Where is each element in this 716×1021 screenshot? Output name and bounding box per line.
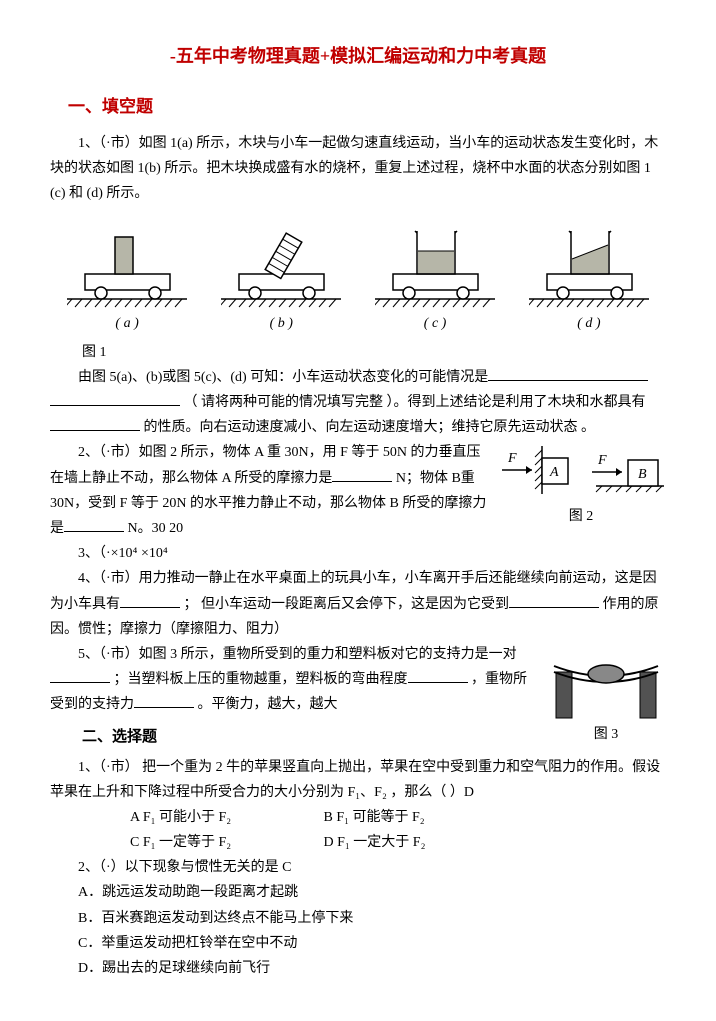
blank [408,668,468,683]
q4-stem: 4、（·市）用力推动一静止在水平桌面上的玩具小车，小车离开手后还能继续向前运动，… [50,566,666,642]
fig1d-cap: ( d ) [577,311,600,336]
blank [64,517,124,532]
blank [509,593,599,608]
mc2-D: D．踢出去的足球继续向前飞行 [50,956,666,981]
fig1c [375,219,495,309]
svg-text:B: B [638,467,647,482]
fig1a [67,219,187,309]
blank [50,416,140,431]
q1-l2a: 由图 5(a)、(b)或图 5(c)、(d) 可知：小车运动状态变化的可能情况是 [78,370,488,385]
mc1-C: C F₁ 一定等于 F₂ [130,830,320,855]
q1-l2c: 的性质。向右运动速度减小、向左运动速度增大；维持它原先运动状态 。 [144,420,596,435]
mc1-opts: A F₁ 可能小于 F₂ B F₁ 可能等于 F₂ C F₁ 一定等于 F₂ D… [130,805,666,855]
q5b: ；当塑料板上压的重物越重，塑料板的弯曲程度 [114,672,408,687]
q5d: 。平衡力，越大，越大 [198,697,338,712]
q4b: ； 但小车运动一段距离后又会停下，这是因为它受到 [184,597,510,612]
fig1-captions: ( a ) ( b ) ( c ) ( d ) [50,311,666,336]
blank [488,366,648,381]
q3-stem: 3、（·×10⁴ ×10⁴ [50,541,666,566]
fig1-label: 图 1 [82,340,666,365]
q1-cont: 由图 5(a)、(b)或图 5(c)、(d) 可知：小车运动状态变化的可能情况是… [50,365,666,441]
blank [50,391,180,406]
mc1-B: B F₁ 可能等于 F₂ [324,805,514,830]
figure-3: 图 3 [546,642,666,747]
blank [134,693,194,708]
mc2-A: A．跳远运发动助跑一段距离才起跳 [50,880,666,905]
q2c: N。30 20 [128,521,184,536]
main-title: -五年中考物理真题+模拟汇编运动和力中考真题 [50,40,666,72]
fig3-label: 图 3 [546,722,666,747]
mc2-stem: 2、（·）以下现象与惯性无关的是 C [50,855,666,880]
svg-text:F: F [597,453,607,468]
blank [120,593,180,608]
fig1b-cap: ( b ) [270,311,293,336]
fig1b [221,219,341,309]
svg-text:F: F [507,451,517,466]
mc2-C: C．举重运发动把杠铃举在空中不动 [50,931,666,956]
q5a: 5、（·市）如图 3 所示，重物所受到的重力和塑料板对它的支持力是一对 [78,647,517,662]
mc1-stem: 1、（·市） 把一个重为 2 牛的苹果竖直向上抛出，苹果在空中受到重力和空气阻力… [50,755,666,805]
mc2-B: B．百米赛跑运发动到达终点不能马上停下来 [50,906,666,931]
fig1c-cap: ( c ) [424,311,447,336]
fig2-label: 图 2 [496,504,666,529]
section-1-title: 一、填空题 [68,92,666,123]
figure-2: A F B F 图 2 [496,440,666,529]
fig1d [529,219,649,309]
blank [50,668,110,683]
fig1a-cap: ( a ) [115,311,138,336]
q1-stem: 1、（·市）如图 1(a) 所示，木块与小车一起做匀速直线运动，当小车的运动状态… [50,131,666,207]
svg-text:A: A [549,465,559,480]
mc1-D: D F₁ 一定大于 F₂ [324,830,514,855]
blank [332,467,392,482]
mc1-A: A F₁ 可能小于 F₂ [130,805,320,830]
figure-1-row [50,219,666,309]
q1-l2b: （ 请将两种可能的情况填写完整 ）。得到上述结论是利用了木块和水都具有 [184,395,646,410]
